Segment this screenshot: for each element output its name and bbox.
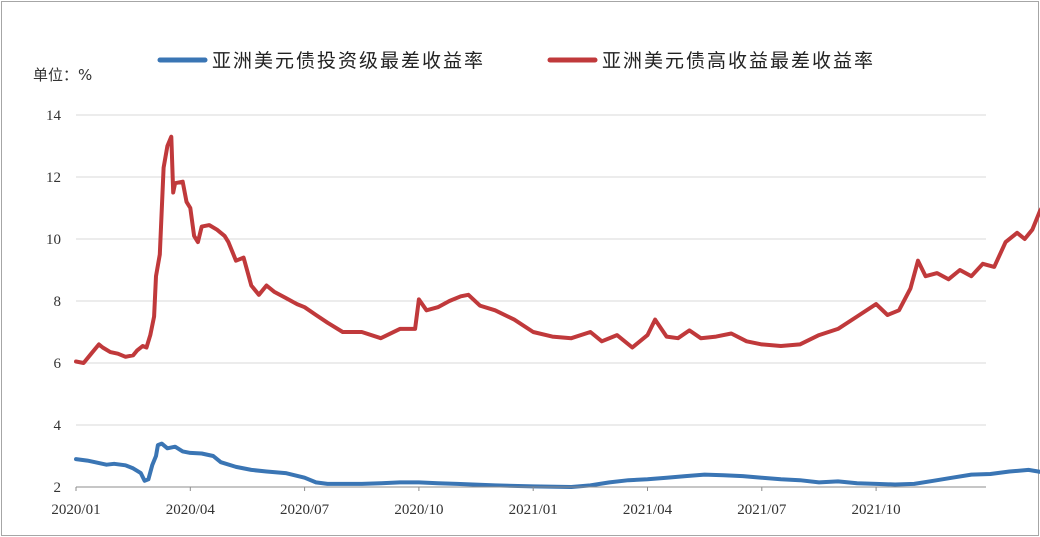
series-line-hy	[74, 134, 1040, 365]
legend: 亚洲美元债投资级最差收益率 亚洲美元债高收益最差收益率	[157, 50, 875, 72]
series-line-ig	[74, 441, 1040, 489]
x-tick-label: 2021/07	[737, 502, 787, 518]
legend-label-hy: 亚洲美元债高收益最差收益率	[602, 50, 875, 72]
axes: 2 4 6 8 10 12 14 2020/01 2020/04 2020/07 2020/10 20…	[46, 108, 986, 518]
legend-label-ig: 亚洲美元债投资级最差收益率	[212, 50, 485, 72]
gridlines	[76, 114, 986, 426]
x-tick-label: 2021/01	[509, 502, 558, 518]
y-tick-label: 12	[46, 170, 61, 186]
y-tick-label: 4	[54, 418, 62, 434]
y-tick-label: 8	[54, 294, 62, 310]
y-tick-label: 10	[46, 232, 61, 248]
x-tick-label: 2020/01	[51, 502, 100, 518]
x-tick-label: 2020/10	[394, 502, 443, 518]
x-tick-label: 2020/07	[280, 502, 330, 518]
series-lines	[74, 134, 1040, 489]
y-tick-label: 2	[54, 480, 62, 496]
y-tick-label: 14	[46, 108, 62, 124]
x-tick-label: 2020/04	[166, 502, 216, 518]
x-tick-label: 2021/04	[623, 502, 673, 518]
unit-label: 单位：%	[33, 66, 92, 84]
x-tick-label: 2021/10	[852, 502, 901, 518]
y-tick-label: 6	[54, 356, 62, 372]
